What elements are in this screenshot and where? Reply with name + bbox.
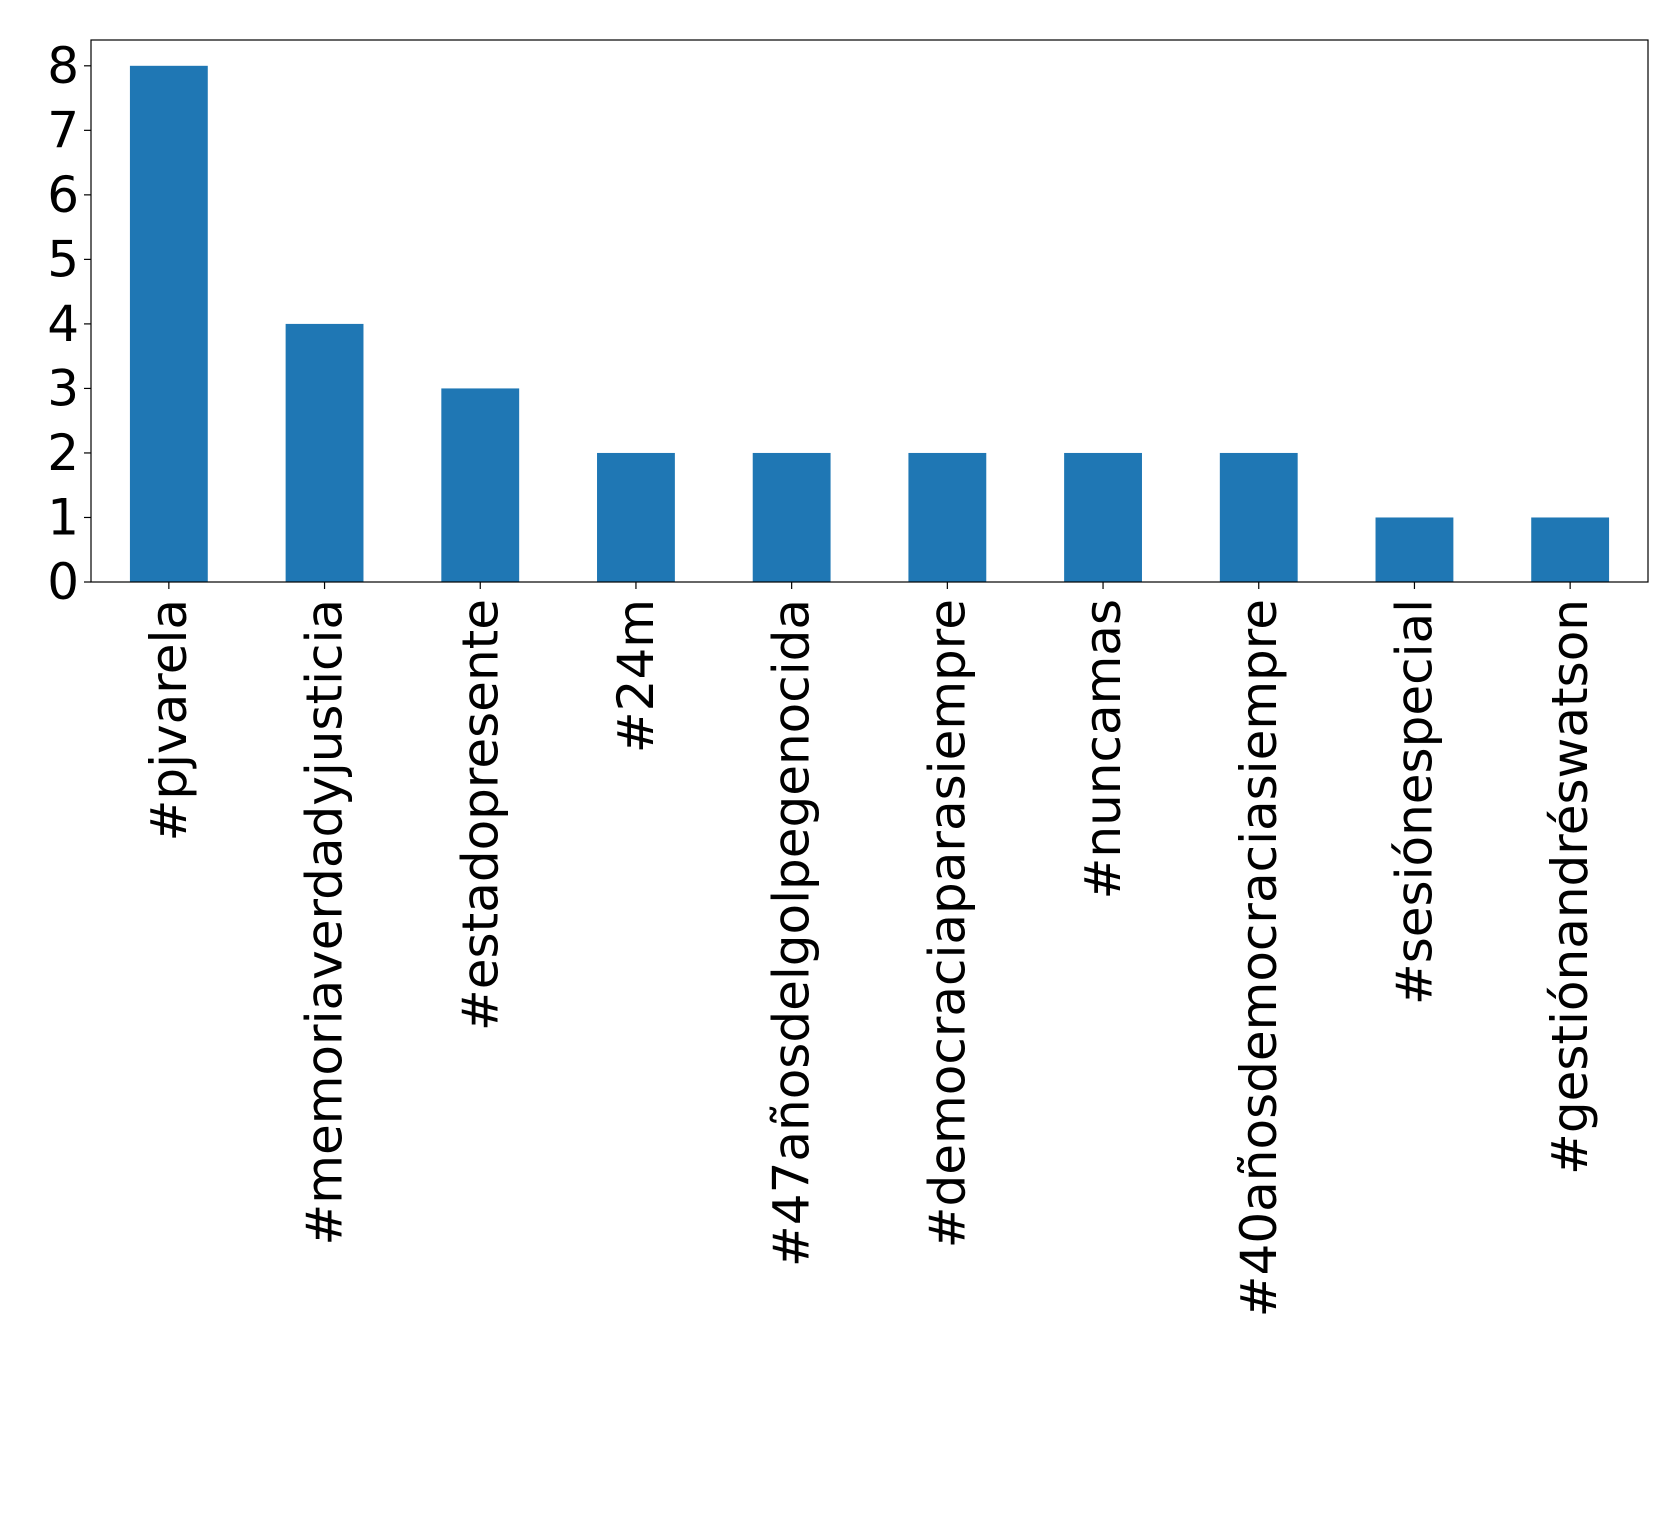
y-tick-label: 0 (47, 553, 79, 611)
bar (285, 323, 364, 582)
x-tick-label: #gestiónandréswatson (1541, 599, 1599, 1175)
bar (1064, 452, 1142, 582)
x-tick-label: #memoriaverdadyjusticia (296, 599, 354, 1246)
x-tick-label: #sesiónespecial (1385, 599, 1443, 1005)
bar (908, 452, 987, 582)
bar (1375, 517, 1454, 582)
y-tick-label: 1 (47, 488, 79, 546)
x-tick-label: #estadopresente (451, 599, 509, 1031)
y-tick-label: 5 (47, 230, 79, 288)
plot-frame (90, 39, 1649, 583)
bar (441, 388, 520, 582)
y-tick-label: 3 (47, 359, 79, 417)
y-axis: 0 1 2 3 4 5 6 7 8 (47, 37, 91, 611)
y-tick-label: 8 (47, 37, 79, 95)
bar (752, 452, 831, 582)
x-tick-label: #democraciaparasiempre (918, 599, 976, 1248)
y-tick-label: 2 (47, 424, 79, 482)
x-axis: #pjvarela #memoriaverdadyjusticia #estadop… (140, 582, 1599, 1317)
bar (1531, 517, 1610, 582)
y-tick-label: 4 (47, 295, 79, 353)
x-tick-label: #24m (607, 599, 665, 753)
x-tick-label: #pjvarela (140, 599, 198, 842)
x-tick-label: #nuncamas (1074, 599, 1132, 900)
y-tick-label: 6 (47, 166, 79, 224)
bar (129, 65, 208, 583)
bars (129, 65, 1610, 583)
x-tick-label: #47añosdelgolpegenocida (763, 599, 821, 1267)
bar (597, 452, 675, 582)
bar (1219, 452, 1298, 582)
y-tick-label: 7 (47, 101, 79, 159)
x-tick-label: #40añosdemocraciasiempre (1230, 599, 1288, 1317)
